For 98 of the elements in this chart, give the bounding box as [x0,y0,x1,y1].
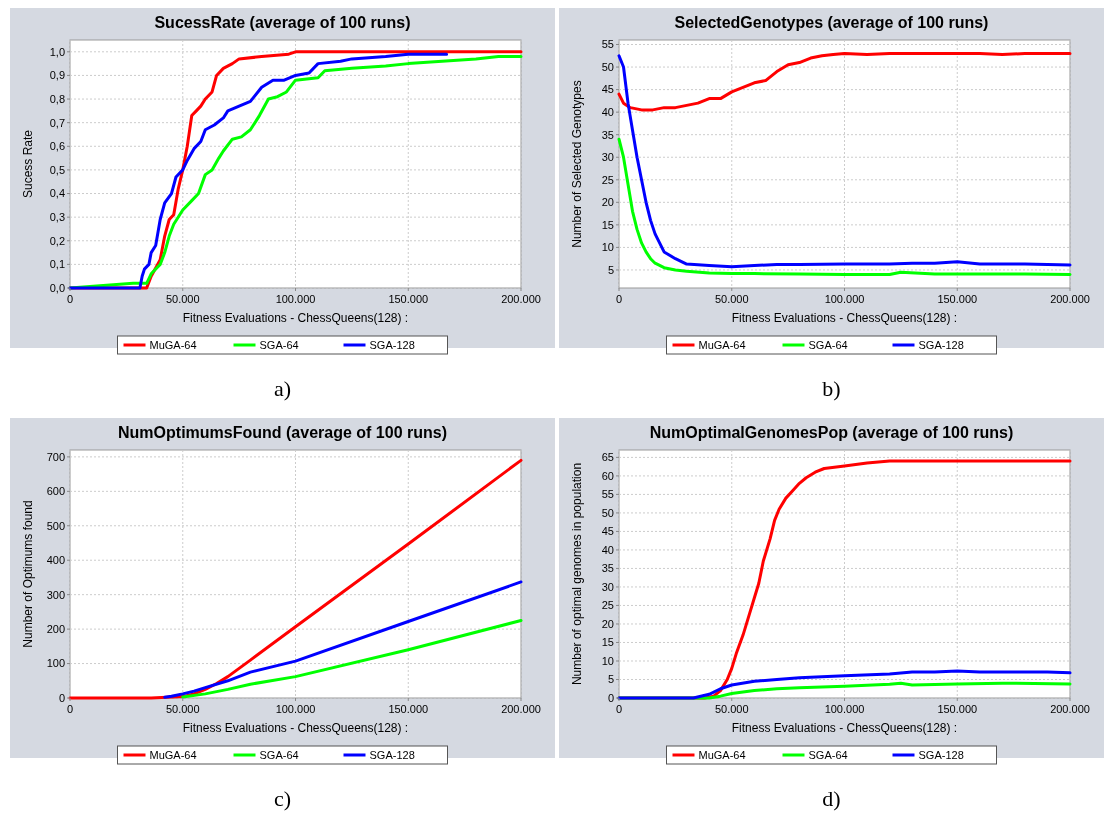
y-tick-label: 1,0 [49,45,65,58]
y-tick-label: 0 [58,691,65,704]
chart-title: NumOptimalGenomesPop (average of 100 runs) [649,424,1014,441]
y-tick-label: 700 [46,450,65,463]
legend-label: SGA-64 [808,748,848,761]
legend-label: MuGA-64 [698,338,746,351]
y-tick-label: 30 [601,580,614,593]
y-tick-label: 0,4 [49,187,65,200]
y-tick-label: 100 [46,657,65,670]
y-tick-label: 0,7 [49,116,65,129]
line-series [68,52,449,290]
y-tick-label: 50 [601,506,614,519]
x-tick-label: 0 [615,293,623,305]
x-tick-label: 0 [615,703,623,715]
x-tick-label: 200.000 [1050,703,1090,715]
text: b) [822,376,841,401]
text: a) [273,376,292,401]
y-tick-label: 0,8 [49,92,65,105]
legend-label: SGA-64 [259,338,299,351]
x-tick-label: 200.000 [501,703,541,715]
x-tick-label: 100.000 [275,293,316,305]
y-tick-label: 40 [601,543,614,556]
x-tick-label: 100.000 [824,293,865,305]
y-tick-label: 20 [601,617,614,630]
y-tick-label: 0,0 [49,281,65,294]
y-axis-title: Sucess Rate [21,129,35,199]
legend-label: SGA-128 [369,748,415,761]
y-tick-label: 0,1 [49,258,65,271]
y-tick-label: 600 [46,485,65,498]
chart-title: NumOptimumsFound (average of 100 runs) [118,424,447,441]
line-series [617,52,1072,112]
y-tick-label: 0,9 [49,69,65,82]
x-tick-label: 50.000 [165,703,200,715]
y-tick-label: 0 [607,691,614,704]
y-axis-title: Number of optimal genomes in population [570,462,584,686]
y-tick-label: 35 [601,128,614,141]
x-tick-label: 100.000 [824,703,865,715]
y-tick-label: 5 [607,673,614,686]
x-tick-label: 200.000 [1050,293,1090,305]
y-tick-label: 65 [601,451,614,464]
line-series [617,54,1072,269]
legend-label: MuGA-64 [149,748,197,761]
y-tick-label: 300 [46,588,65,601]
legend-label: SGA-128 [369,338,415,351]
y-tick-label: 20 [601,196,614,209]
legend-label: MuGA-64 [149,338,197,351]
legend-label: SGA-64 [808,338,848,351]
y-tick-label: 0,2 [49,234,65,247]
line-series [163,580,523,699]
y-tick-label: 45 [601,83,614,96]
y-tick-label: 55 [601,488,614,501]
text: c) [273,786,292,811]
legend-label: SGA-128 [918,748,964,761]
y-axis-title: Number of Optimums found [21,500,35,648]
y-tick-label: 35 [601,562,614,575]
y-tick-label: 55 [601,38,614,51]
x-tick-label: 0 [66,293,74,305]
y-tick-label: 25 [601,599,614,612]
y-tick-label: 5 [607,263,614,276]
line-series [617,137,1072,276]
y-tick-label: 0,3 [49,210,65,223]
y-tick-label: 10 [601,654,614,667]
y-tick-label: 40 [601,106,614,118]
x-tick-label: 150.000 [388,293,429,305]
x-tick-label: 100.000 [275,703,316,715]
y-tick-label: 15 [601,218,614,231]
x-tick-label: 50.000 [165,293,200,305]
x-tick-label: 50.000 [714,293,749,305]
y-tick-label: 10 [601,241,614,254]
chart-title: SelectedGenotypes (average of 100 runs) [674,14,989,31]
y-tick-label: 15 [601,636,614,649]
y-tick-label: 0,6 [49,140,65,153]
x-tick-label: 150.000 [937,293,978,305]
x-tick-label: 150.000 [388,703,429,715]
x-axis-title: Fitness Evaluations - ChessQueens(128) : [182,311,409,325]
y-tick-label: 500 [46,519,65,532]
text: d) [822,786,841,811]
x-tick-label: 200.000 [501,293,541,305]
x-axis-title: Fitness Evaluations - ChessQueens(128) : [731,721,958,735]
legend-label: MuGA-64 [698,748,746,761]
y-tick-label: 60 [601,469,614,482]
x-tick-label: 150.000 [937,703,978,715]
legend-label: SGA-128 [918,338,964,351]
y-tick-label: 0,5 [49,163,65,176]
y-tick-label: 400 [46,554,65,567]
x-tick-label: 0 [66,703,74,715]
y-tick-label: 50 [601,60,614,73]
y-tick-label: 25 [601,173,614,186]
y-tick-label: 45 [601,525,614,538]
chart-title: SucessRate (average of 100 runs) [154,14,411,31]
y-tick-label: 200 [46,622,65,635]
x-axis-title: Fitness Evaluations - ChessQueens(128) : [182,721,409,735]
y-axis-title: Number of Selected Genotypes [570,80,584,248]
line-series [181,619,523,699]
x-tick-label: 50.000 [714,703,749,715]
y-tick-label: 30 [601,151,614,164]
x-axis-title: Fitness Evaluations - ChessQueens(128) : [731,311,958,325]
legend-label: SGA-64 [259,748,299,761]
